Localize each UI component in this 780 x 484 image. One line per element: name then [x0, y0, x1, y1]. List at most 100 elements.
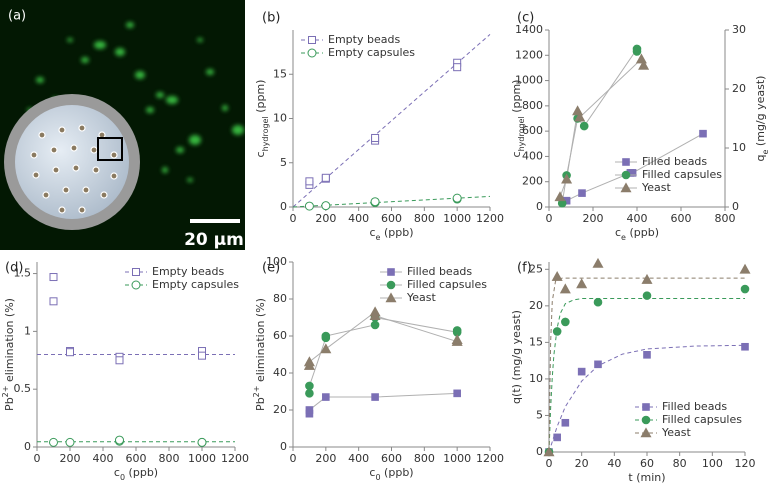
legend-marker — [620, 182, 632, 193]
marker — [593, 297, 603, 307]
legend-label: Filled capsules — [642, 168, 722, 181]
legend-label: Empty capsules — [152, 278, 239, 291]
bead-inset — [4, 94, 140, 230]
marker — [65, 437, 75, 447]
x-tick-label: 1000 — [443, 452, 471, 465]
marker — [305, 381, 314, 391]
marker — [543, 446, 555, 457]
marker — [579, 121, 589, 131]
marker — [641, 273, 653, 284]
legend-marker — [385, 292, 397, 303]
label-part: 2+ — [252, 386, 261, 398]
x-tick-label: 0 — [34, 452, 41, 465]
y-axis-label: Pb2+ elimination (%) — [252, 298, 267, 411]
marker — [320, 343, 332, 354]
y-tick-label: 0 — [280, 440, 287, 453]
x-axis-label: ce (ppb) — [369, 226, 413, 242]
x-tick-label: 0 — [546, 212, 553, 225]
legend-label: Filled capsules — [662, 413, 742, 426]
y-tick-label: 20 — [529, 299, 543, 312]
y-tick-label: 25 — [529, 262, 543, 275]
x-tick-label: 20 — [575, 457, 589, 470]
marker — [49, 437, 58, 447]
y-tick-label: 5 — [280, 156, 287, 169]
y-tick-label: 100 — [266, 255, 287, 268]
label-part: (ppb) — [381, 466, 414, 479]
marker — [559, 283, 571, 294]
y-axis-label: Pb2+ elimination (%) — [1, 298, 16, 411]
marker — [643, 351, 651, 359]
panel-title: (f) — [517, 261, 532, 276]
x-axis-label: c0 (ppb) — [114, 466, 158, 482]
y-tick-label: 800 — [522, 99, 543, 112]
marker — [321, 173, 330, 182]
y-tick-label: 1400 — [515, 23, 543, 36]
marker — [561, 418, 570, 427]
x-tick-label: 0 — [546, 457, 553, 470]
label-part: 2+ — [1, 386, 10, 398]
marker — [452, 326, 462, 335]
legend-marker — [386, 280, 396, 290]
label-part: c — [510, 151, 523, 157]
y-tick-label: 5 — [536, 408, 543, 421]
legend-label: Empty beads — [152, 265, 224, 278]
y-tick-label: 10 — [273, 112, 287, 125]
x-tick-label: 1000 — [188, 452, 216, 465]
y-tick-label: 0 — [536, 200, 543, 213]
x-tick-label: 400 — [348, 452, 369, 465]
y-tick-label: 1200 — [515, 48, 543, 61]
marker — [577, 367, 586, 376]
x-tick-label: 120 — [735, 457, 756, 470]
y-axis-label: q(t) (mg/g yeast) — [510, 310, 523, 404]
label-part: c — [369, 226, 375, 239]
label-part: (ppb) — [380, 226, 413, 239]
marker — [49, 273, 58, 282]
y2-tick-label: 0 — [732, 200, 739, 213]
label-part: q(t) (mg/g yeast) — [510, 310, 523, 404]
y-tick-label: 10 — [529, 372, 543, 385]
x-tick-label: 200 — [315, 452, 336, 465]
marker — [305, 177, 314, 186]
label-part: c — [254, 151, 267, 157]
marker — [371, 133, 380, 142]
legend-marker — [387, 268, 395, 276]
connect-line — [308, 392, 458, 414]
label-part: 0 — [120, 473, 125, 482]
x-axis-label: t (min) — [628, 471, 665, 484]
panel-title: (d) — [5, 261, 23, 276]
y2-axis-label: qe (mg/g yeast) — [754, 76, 770, 162]
label-part: Pb — [254, 397, 267, 411]
label-part: (ppm) — [254, 80, 267, 117]
micrograph: 20 µm (a) — [0, 0, 245, 250]
x-tick-label: 400 — [93, 452, 114, 465]
legend-marker — [132, 268, 140, 276]
marker — [561, 317, 570, 327]
y2-tick-label: 20 — [732, 82, 746, 95]
x-tick-label: 600 — [671, 212, 692, 225]
legend-marker — [308, 36, 316, 44]
y2-tick-label: 30 — [732, 23, 746, 36]
legend-marker — [307, 48, 317, 58]
label-part: Pb — [3, 397, 16, 411]
x-axis-label: ce (ppb) — [615, 226, 659, 242]
marker — [592, 257, 604, 268]
x-tick-label: 800 — [414, 212, 435, 225]
x-tick-label: 1000 — [443, 212, 471, 225]
legend-label: Yeast — [661, 426, 691, 439]
label-part: c — [615, 226, 621, 239]
fit-line — [548, 298, 745, 453]
panel-title: (e) — [262, 261, 280, 276]
legend-label: Filled beads — [407, 265, 472, 278]
label-part: (ppb) — [125, 466, 158, 479]
label-part: hydrogel — [517, 116, 526, 151]
connect-line — [308, 316, 458, 394]
x-tick-label: 1200 — [221, 452, 249, 465]
x-tick-label: 800 — [414, 452, 435, 465]
x-tick-label: 0 — [290, 212, 297, 225]
marker — [115, 435, 124, 445]
y-tick-label: 1 — [24, 324, 31, 337]
marker — [740, 284, 750, 294]
marker — [553, 433, 561, 442]
panel-title: (a) — [8, 9, 26, 24]
